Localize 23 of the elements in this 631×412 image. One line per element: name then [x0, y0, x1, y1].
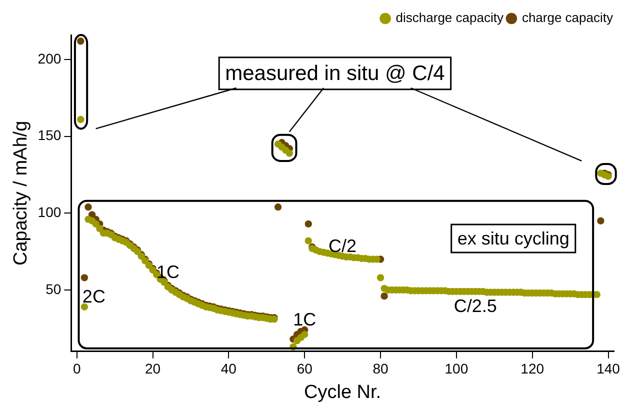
x-tick-label: 0: [72, 360, 81, 377]
y-tick-label: 50: [46, 280, 62, 297]
annotation: C/2.5: [454, 296, 497, 316]
y-axis-title: Capacity / mAh/g: [10, 120, 32, 266]
legend-label: charge capacity: [522, 10, 614, 26]
legend-label: discharge capacity: [396, 10, 504, 26]
x-axis-title: Cycle Nr.: [304, 382, 382, 403]
annotation: 1C: [156, 262, 180, 282]
annotation: 1C: [293, 310, 316, 330]
x-tick-label: 120: [520, 360, 544, 377]
x-tick-label: 80: [372, 360, 389, 377]
x-tick-label: 140: [596, 360, 620, 377]
y-tick-label: 200: [38, 50, 62, 66]
annotation: measured in situ @ C/4: [225, 62, 446, 86]
annotation: C/2: [328, 236, 357, 256]
y-tick-label: 100: [38, 204, 62, 220]
annotation: 2C: [82, 286, 106, 307]
x-tick-label: 100: [444, 360, 468, 377]
x-tick-label: 60: [296, 360, 313, 377]
annotation: ex situ cycling: [457, 228, 570, 248]
x-tick-label: 40: [220, 360, 237, 377]
y-tick-label: 150: [38, 127, 62, 144]
x-tick-label: 20: [144, 360, 161, 377]
